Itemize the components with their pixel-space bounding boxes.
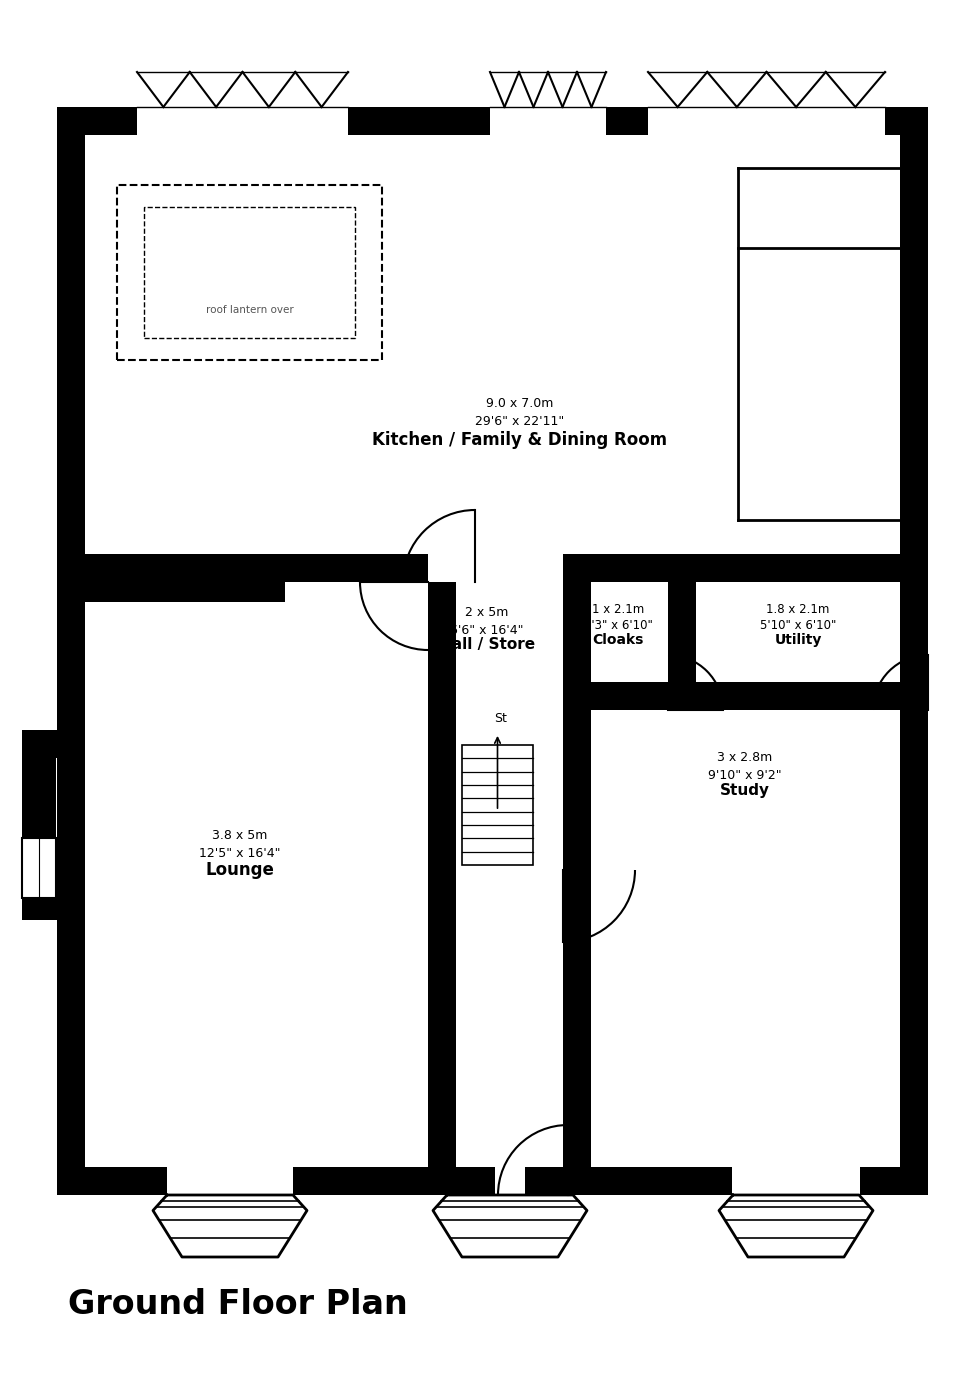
Bar — [732, 1168, 860, 1195]
Bar — [144, 206, 355, 338]
Bar — [22, 730, 57, 758]
Bar — [22, 892, 57, 920]
Bar — [85, 134, 900, 1168]
Bar — [57, 1168, 928, 1195]
Bar — [447, 1168, 495, 1195]
Text: 3 x 2.8m: 3 x 2.8m — [717, 751, 772, 765]
Bar — [85, 554, 428, 582]
Bar — [900, 107, 928, 1195]
Text: 9'10" x 9'2": 9'10" x 9'2" — [709, 769, 782, 783]
Text: 9.0 x 7.0m: 9.0 x 7.0m — [486, 397, 554, 410]
Text: 6'6" x 16'4": 6'6" x 16'4" — [450, 625, 523, 637]
Bar — [22, 838, 56, 897]
Bar — [85, 554, 295, 582]
Bar — [167, 1168, 293, 1195]
Text: 1.8 x 2.1m: 1.8 x 2.1m — [766, 602, 830, 616]
Bar — [428, 554, 563, 582]
Text: St: St — [494, 712, 507, 724]
Text: 3'3" x 6'10": 3'3" x 6'10" — [583, 619, 653, 632]
Text: 29'6" x 22'11": 29'6" x 22'11" — [475, 416, 564, 428]
Text: 3.8 x 5m: 3.8 x 5m — [213, 830, 268, 842]
Text: Hall / Store: Hall / Store — [439, 637, 535, 652]
Text: 12'5" x 16'4": 12'5" x 16'4" — [199, 848, 280, 860]
Bar — [56, 758, 57, 892]
Text: Ground Floor Plan: Ground Floor Plan — [68, 1288, 408, 1321]
Text: Lounge: Lounge — [206, 861, 274, 879]
Bar — [563, 681, 900, 711]
Bar — [447, 1168, 573, 1195]
Bar — [525, 1168, 573, 1195]
Bar — [462, 745, 533, 866]
Text: 1 x 2.1m: 1 x 2.1m — [592, 602, 644, 616]
Bar — [563, 582, 591, 1168]
Bar — [563, 554, 900, 582]
Bar — [428, 582, 456, 1168]
Text: Utility: Utility — [774, 633, 821, 647]
Bar — [22, 758, 56, 920]
Text: 2 x 5m: 2 x 5m — [466, 607, 509, 619]
Bar — [85, 554, 285, 602]
Bar — [57, 107, 928, 134]
Text: Study: Study — [720, 783, 770, 798]
Bar — [668, 582, 696, 711]
Bar — [57, 107, 85, 1195]
Bar — [648, 107, 885, 134]
Text: roof lantern over: roof lantern over — [206, 305, 293, 314]
Text: Kitchen / Family & Dining Room: Kitchen / Family & Dining Room — [372, 431, 667, 449]
Bar — [490, 107, 606, 134]
Bar — [137, 107, 348, 134]
Text: 5'10" x 6'10": 5'10" x 6'10" — [760, 619, 836, 632]
Text: Cloaks: Cloaks — [592, 633, 644, 647]
Bar — [117, 186, 382, 360]
